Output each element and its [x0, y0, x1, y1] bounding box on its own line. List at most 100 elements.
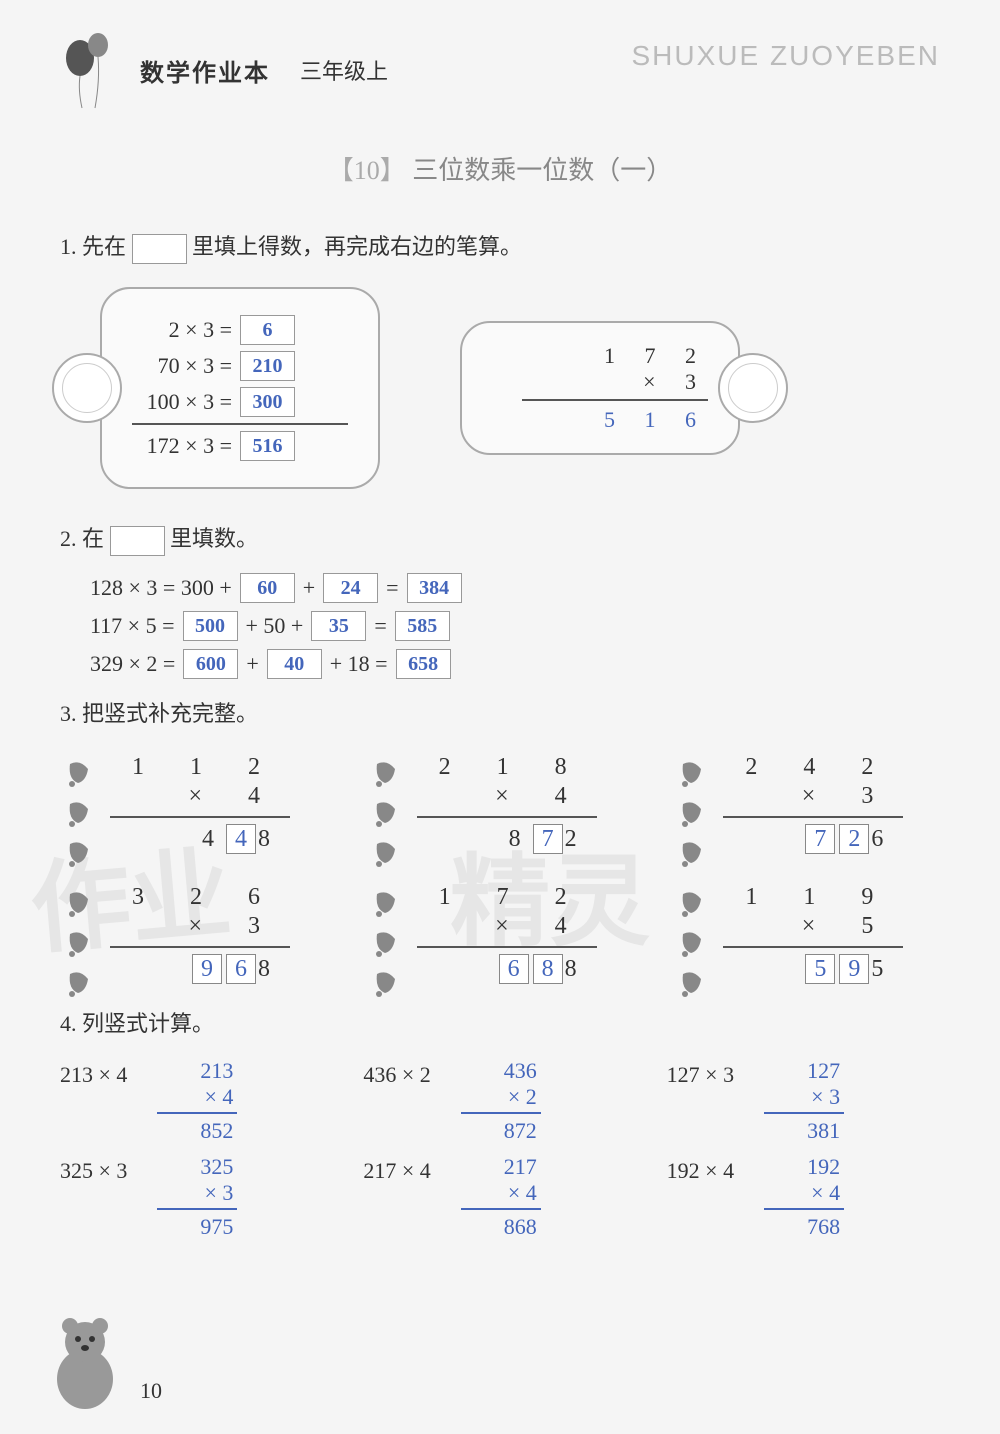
blank-placeholder: [132, 234, 187, 264]
vertical-calc: 192 × 4 768: [764, 1154, 844, 1240]
digit-box: 6: [226, 954, 256, 984]
clock-icon: [718, 353, 788, 423]
q1-frames: 2 × 3 = 670 × 3 = 210100 × 3 = 300172 × …: [100, 287, 940, 489]
product: 975: [157, 1210, 237, 1240]
lesson-number: 【10】: [328, 156, 406, 185]
multiplier-row: × 3: [723, 781, 903, 818]
answer-box: 516: [240, 431, 295, 461]
expression: 70 × 3 =: [132, 353, 232, 379]
expr-prefix: 128 × 3 = 300 +: [90, 575, 232, 601]
multiplicand: 213: [157, 1058, 237, 1084]
answer-box: 35: [311, 611, 366, 641]
multiplier-row: × 4: [417, 781, 597, 818]
answer-box: 658: [396, 649, 451, 679]
bells-icon: [60, 884, 100, 1004]
expr-mid: + 50 +: [246, 613, 304, 639]
q4-item: 217 × 4 217 × 4 868: [363, 1154, 636, 1240]
expression: 217 × 4: [363, 1154, 430, 1184]
digit-box: 5: [805, 954, 835, 984]
multiplicand: 2 4 2: [723, 754, 903, 781]
expression: 172 × 3 =: [132, 433, 232, 459]
q3-item: 2 4 2 × 3 726: [673, 754, 940, 854]
multiplier-row: × 4: [764, 1180, 844, 1210]
q4-item: 325 × 3 325 × 3 975: [60, 1154, 333, 1240]
question-2-prompt: 2. 在 里填数。: [60, 519, 940, 559]
product: 5 1 6: [522, 401, 708, 433]
digit-box: 9: [192, 954, 222, 984]
book-title: 数学作业本: [140, 53, 270, 88]
answer-box: 24: [323, 573, 378, 603]
expression: 213 × 4: [60, 1058, 127, 1088]
answer-box: 300: [240, 387, 295, 417]
q2-text-a: 2. 在: [60, 526, 104, 551]
multiplicand: 1 1 2: [110, 754, 290, 781]
digit: 8: [258, 956, 280, 982]
q3-item: 3 2 6 × 3 968: [60, 884, 327, 984]
answer-box: 40: [267, 649, 322, 679]
q2-equation: 329 × 2 = 600 + 40 + 18 = 658: [90, 649, 940, 679]
multiplicand: 1 7 2: [417, 884, 597, 911]
digit: 8: [565, 956, 587, 982]
vertical-calc: 127 × 3 381: [764, 1058, 844, 1144]
result-row: 595: [723, 948, 903, 984]
multiplicand: 127: [764, 1058, 844, 1084]
expr-mid: + 18 =: [330, 651, 388, 677]
multiplicand: 3 2 6: [110, 884, 290, 911]
lesson-title: 【10】 三位数乘一位数（一）: [60, 150, 940, 187]
q1-text-b: 里填上得数，再完成右边的笔算。: [192, 234, 522, 259]
grade-label: 三年级上: [300, 54, 388, 86]
q2-equation: 128 × 3 = 300 + 60 + 24 = 384: [90, 573, 940, 603]
vertical-calc: 1 1 2 × 4 448: [110, 754, 290, 854]
vertical-calc: 436 × 2 872: [461, 1058, 541, 1144]
answer-box: 210: [240, 351, 295, 381]
q4-grid: 213 × 4 213 × 4 852 436 × 2 436 × 2 872 …: [60, 1058, 940, 1240]
digit: 5: [871, 956, 893, 982]
vertical-calc: 1 7 2 × 4 688: [417, 884, 597, 984]
expression: 127 × 3: [667, 1058, 734, 1088]
bells-icon: [673, 754, 713, 874]
digit-box: 6: [499, 954, 529, 984]
multiplicand: 2 1 8: [417, 754, 597, 781]
multiplicand: 1 7 2: [522, 343, 708, 369]
vertical-calc: 213 × 4 852: [157, 1058, 237, 1144]
q2-text-b: 里填数。: [170, 526, 258, 551]
result-row: 968: [110, 948, 290, 984]
q3-grid: 1 1 2 × 4 448 2 1 8 × 4 872 2 4 2 × 3 72…: [60, 754, 940, 984]
pinyin-title: SHUXUE ZUOYEBEN: [632, 40, 941, 72]
q2-equation: 117 × 5 = 500 + 50 + 35 = 585: [90, 611, 940, 641]
digit-box: 4: [226, 824, 256, 854]
digit-box: 8: [533, 954, 563, 984]
multiplier-row: × 3: [522, 369, 708, 401]
multiplier-row: × 4: [417, 911, 597, 948]
digit: 8: [258, 826, 280, 852]
blank-placeholder: [110, 526, 165, 556]
result-row: 872: [417, 818, 597, 854]
q1-right-frame: 1 7 2 × 3 5 1 6: [460, 321, 740, 455]
lesson-name: 三位数乘一位数（一）: [412, 156, 672, 185]
bear-icon: [40, 1314, 130, 1414]
q1-equation: 172 × 3 = 516: [132, 423, 348, 461]
digit: 2: [565, 826, 587, 852]
balloons-icon: [60, 30, 120, 110]
q4-item: 127 × 3 127 × 3 381: [667, 1058, 940, 1144]
product: 872: [461, 1114, 541, 1144]
product: 852: [157, 1114, 237, 1144]
vertical-calc: 1 1 9 × 5 595: [723, 884, 903, 984]
answer-box: 585: [395, 611, 450, 641]
digit: 8: [509, 826, 531, 852]
answer-box: 60: [240, 573, 295, 603]
q3-item: 1 1 9 × 5 595: [673, 884, 940, 984]
clock-icon: [52, 353, 122, 423]
q4-item: 192 × 4 192 × 4 768: [667, 1154, 940, 1240]
product: 868: [461, 1210, 541, 1240]
q1-equation: 100 × 3 = 300: [132, 387, 348, 417]
answer-box: 384: [407, 573, 462, 603]
multiplier-row: × 4: [110, 781, 290, 818]
multiplier-row: × 3: [764, 1084, 844, 1114]
expression: 436 × 2: [363, 1058, 430, 1088]
expression: 192 × 4: [667, 1154, 734, 1184]
q3-item: 1 1 2 × 4 448: [60, 754, 327, 854]
multiplicand: 436: [461, 1058, 541, 1084]
multiplicand: 1 1 9: [723, 884, 903, 911]
multiplicand: 325: [157, 1154, 237, 1180]
